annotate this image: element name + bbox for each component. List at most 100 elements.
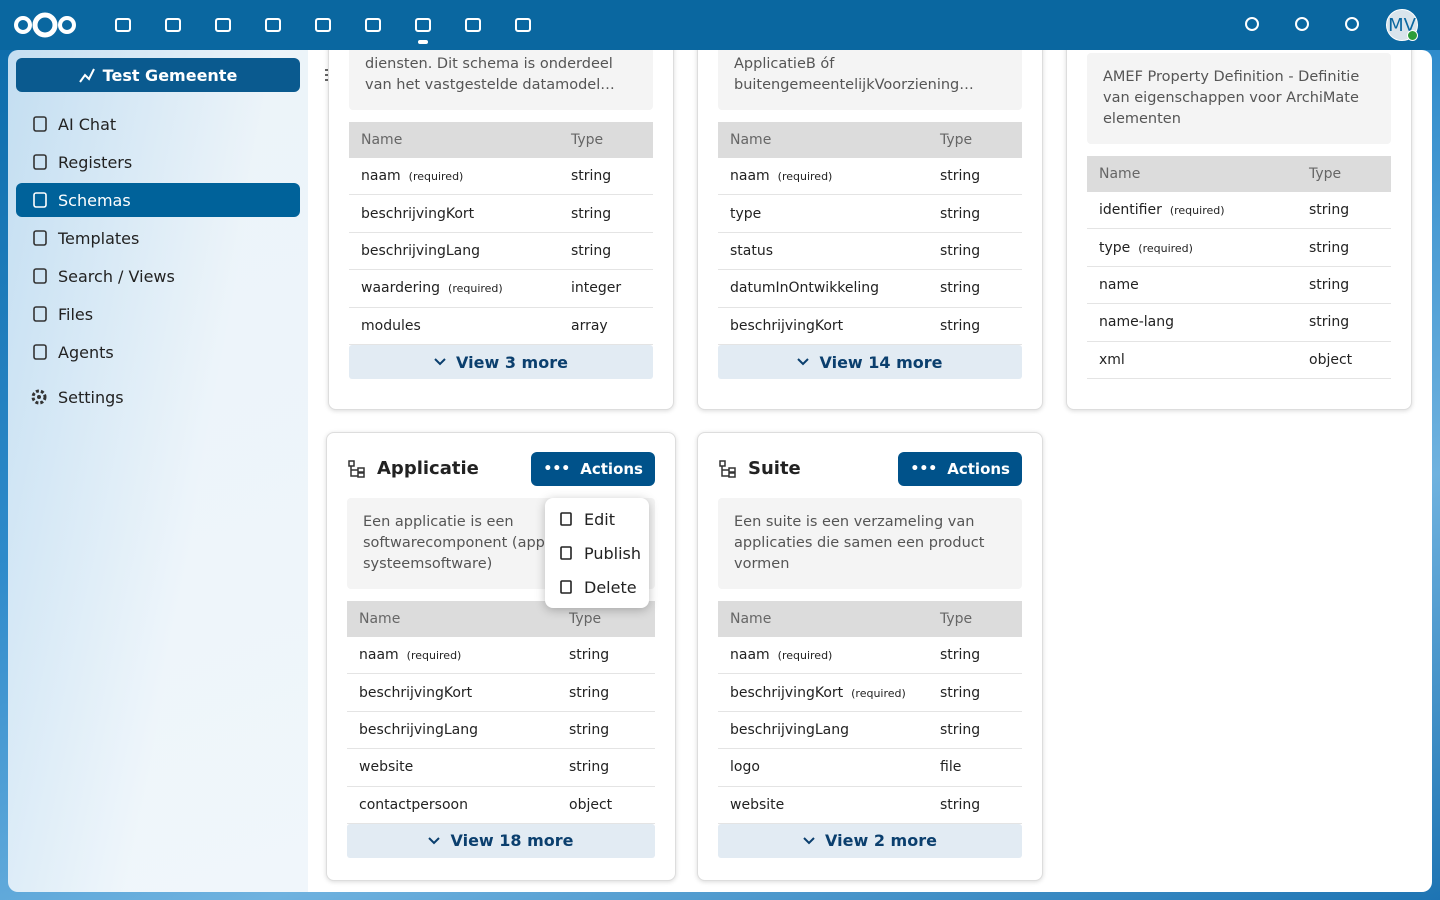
actions-menu: Edit Publish Delete [545, 498, 649, 608]
card-header: Suite ••• Actions [718, 451, 1022, 486]
icon [33, 116, 47, 132]
column-name: Name [1099, 166, 1141, 183]
card-title: Applicatie [377, 458, 479, 479]
menu-item[interactable]: Delete [545, 570, 649, 604]
property-name: naam [361, 168, 401, 185]
card-description: applicaties en systemen. Er moet óf Appl… [718, 50, 1022, 111]
column-type: Type [1309, 166, 1342, 183]
property-name: beschrijvingKort [730, 317, 844, 334]
menu-item[interactable]: Publish [545, 536, 649, 570]
view-more[interactable]: View 2 more [718, 823, 1022, 858]
property-row: name-lang string [1087, 304, 1391, 342]
nav-item[interactable]: AI Chat [16, 107, 300, 141]
card-description: waarderingen van applicaties en diensten… [349, 50, 653, 111]
property-row: beschrijvingKort string [349, 195, 653, 233]
property-type: string [940, 721, 981, 738]
required-tag: (required) [408, 170, 464, 184]
icon [33, 268, 47, 284]
property-cell: contactpersoon [347, 797, 557, 813]
property-row: naam (required) string [347, 637, 655, 675]
property-type: string [1309, 202, 1350, 219]
view-more[interactable]: View 3 more [349, 345, 653, 379]
icon [1245, 17, 1259, 31]
property-row: naam (required) string [718, 158, 1022, 196]
property-row: beschrijvingLang string [349, 233, 653, 271]
property-type: string [940, 684, 981, 701]
property-type: string [940, 205, 981, 222]
header-icon[interactable] [1290, 13, 1314, 37]
property-type: string [1309, 314, 1350, 331]
required-tag: (required) [1138, 241, 1193, 255]
property-type: string [571, 205, 612, 222]
top-bar: MV [0, 0, 1440, 50]
property-name: identifier [1099, 202, 1162, 219]
property-name: beschrijvingKort [359, 684, 473, 701]
property-type: string [940, 168, 981, 185]
dots: ••• [910, 460, 938, 477]
nav-app[interactable] [461, 13, 485, 37]
organization-name: Test Gemeente [102, 65, 238, 85]
nav-item[interactable]: Templates [16, 221, 300, 255]
avatar[interactable]: MV [1386, 9, 1418, 41]
nav-app[interactable] [161, 13, 185, 37]
property-name: xml [1099, 351, 1125, 368]
organization-button[interactable]: Test Gemeente [16, 58, 300, 92]
property-row: type (required) string [1087, 229, 1391, 267]
property-name: beschrijvingKort [730, 684, 844, 701]
property-cell: datumInOntwikkeling [718, 280, 928, 296]
nav-item[interactable]: Files [16, 297, 300, 331]
property-cell: type [718, 206, 928, 222]
actions-button[interactable]: ••• Actions [531, 451, 655, 486]
property-name: beschrijvingLang [361, 243, 480, 260]
nav-app[interactable] [261, 13, 285, 37]
required-tag: (required) [1169, 204, 1225, 218]
column-name: Name [361, 132, 403, 149]
property-cell: beschrijvingKort [718, 318, 928, 334]
actions-button[interactable]: ••• Actions [898, 451, 1022, 486]
icon [465, 18, 481, 32]
property-row: xml object [1087, 342, 1391, 379]
schema-icon [348, 459, 365, 478]
menu-item[interactable]: Edit [545, 502, 649, 536]
header-icon[interactable] [1340, 13, 1364, 37]
property-cell: naam (required) [718, 647, 928, 663]
nav-item[interactable]: Schemas [16, 183, 300, 217]
schema-card: waarderingen van applicaties en diensten… [328, 50, 674, 410]
property-name: naam [359, 647, 399, 664]
chevron [428, 837, 441, 845]
nav-label: Search / Views [58, 266, 175, 286]
header-icon[interactable] [1240, 13, 1264, 37]
property-row: beschrijvingKort string [347, 674, 655, 712]
nav-app[interactable] [361, 13, 385, 37]
settings[interactable]: Settings [16, 380, 300, 414]
nav-app[interactable] [311, 13, 335, 37]
property-cell: naam (required) [347, 647, 557, 663]
nav-app[interactable] [411, 13, 435, 37]
property-cell: logo [718, 759, 928, 775]
property-type: object [1309, 351, 1353, 368]
column-type: Type [940, 132, 973, 149]
chevron [434, 358, 446, 366]
view-more[interactable]: View 14 more [718, 345, 1022, 379]
logo[interactable] [12, 10, 78, 40]
icon [560, 580, 572, 594]
property-type: string [940, 647, 981, 664]
view-more[interactable]: View 18 more [347, 823, 655, 858]
chevron [803, 837, 815, 845]
nav-item[interactable]: Agents [16, 335, 300, 369]
property-row: datumInOntwikkeling string [718, 270, 1022, 308]
view-more-label: View 2 more [825, 831, 937, 851]
nav-item[interactable]: Registers [16, 145, 300, 179]
nav-app[interactable] [111, 13, 135, 37]
nav-item[interactable]: Search / Views [16, 259, 300, 293]
schema-card: AMEF Property Definition - Definitie van… [1066, 50, 1412, 410]
table-header: Name Type [718, 122, 1022, 159]
nav-app[interactable] [211, 13, 235, 37]
view-more-label: View 18 more [450, 831, 574, 851]
actions-label: Actions [580, 459, 643, 478]
schema-card: Suite ••• Actions Een suite is een verzamel… [697, 432, 1043, 881]
property-row: identifier (required) string [1087, 192, 1391, 230]
property-name: waardering [361, 280, 441, 297]
nav-app[interactable] [511, 13, 535, 37]
property-row: naam (required) string [349, 158, 653, 196]
